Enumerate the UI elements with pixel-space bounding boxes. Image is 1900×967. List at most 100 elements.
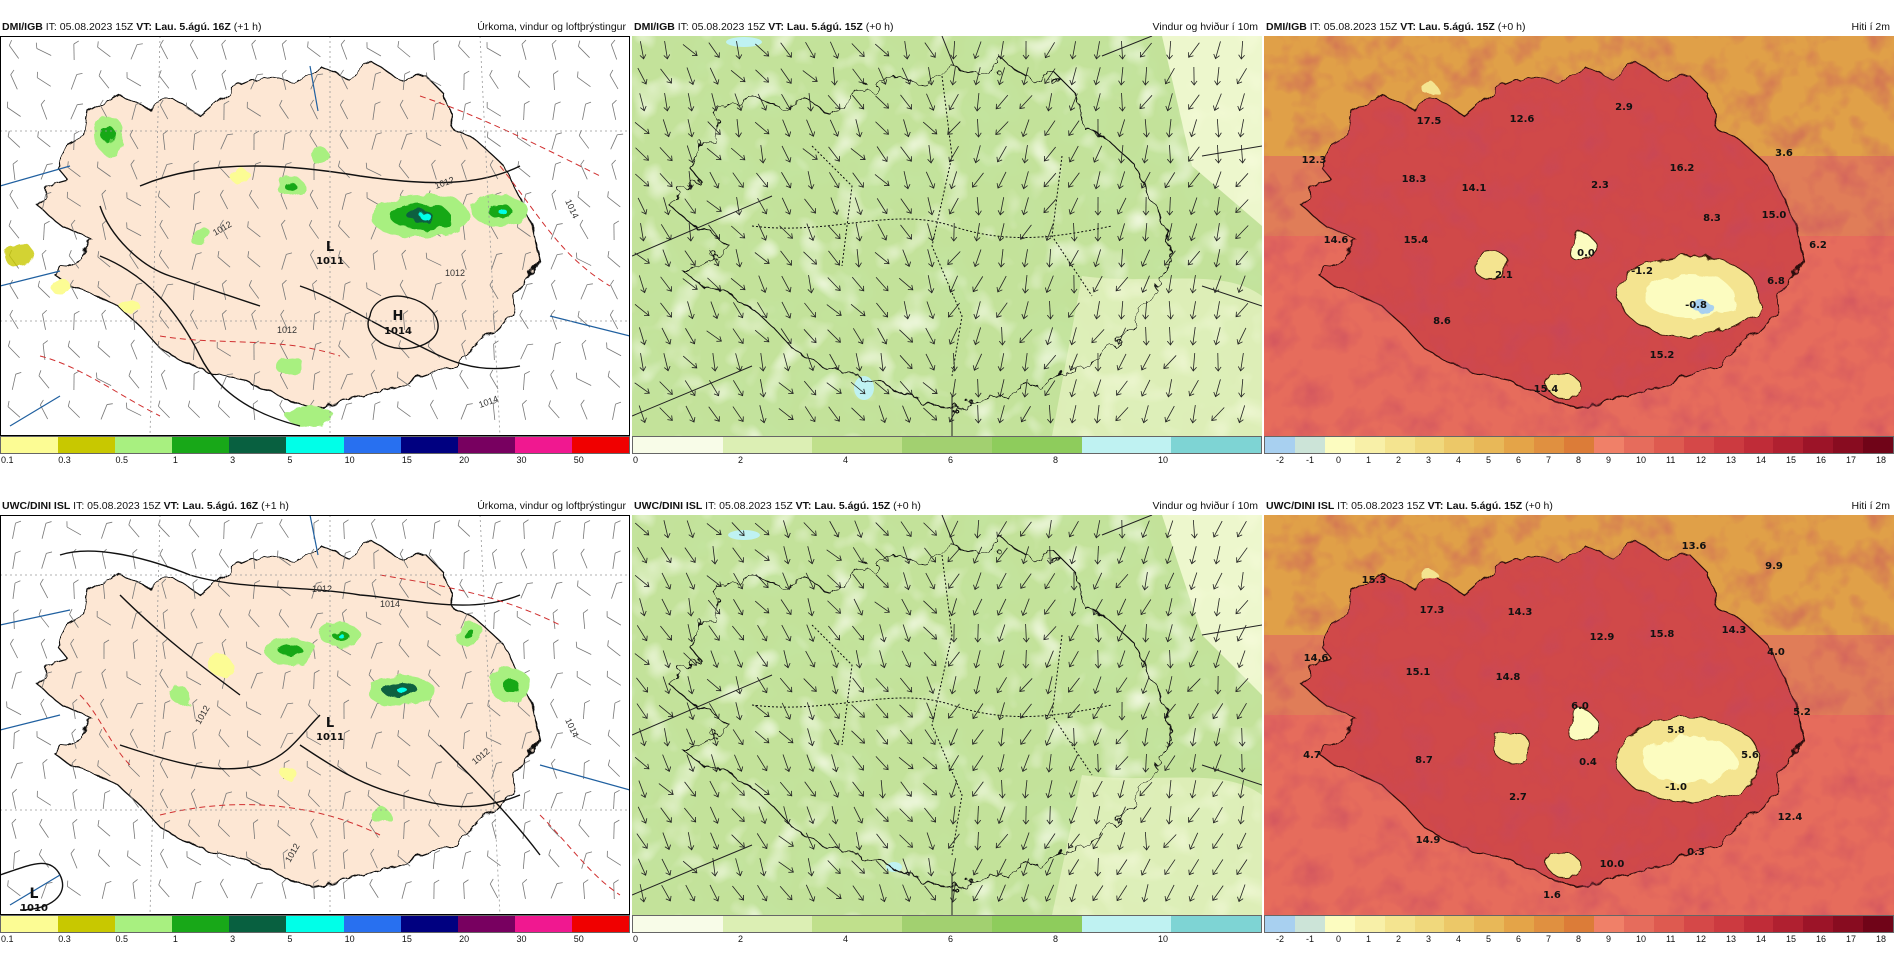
temperature-scale-ticks: -2 -1 0 1 2 3 4 5 6 7 8 9 10 11 12 13 14 15 16 17 18 [1264, 454, 1894, 468]
scale-tick-label: 1 [1366, 455, 1372, 465]
station-temperature: 2.7 [1509, 792, 1527, 803]
region-borders [751, 554, 1113, 856]
scale-tick-label: 20 [459, 455, 470, 465]
scale-tick-label: 10 [1636, 455, 1647, 465]
panel-header: UWC/DINI ISL IT: 05.08.2023 15Z VT: Lau.… [1266, 497, 1890, 515]
station-temperature: 5.8 [1667, 725, 1685, 736]
scale-tick-label: 1 [172, 934, 178, 944]
scale-swatch [722, 437, 813, 453]
scale-tick-label: 1 [172, 455, 178, 465]
scale-tick-label: 0 [633, 934, 639, 944]
scale-tick-label: 9 [1606, 934, 1612, 944]
scale-tick-label: 50 [573, 934, 584, 944]
scale-swatch [1863, 437, 1894, 453]
station-temperature: 12.3 [1302, 155, 1327, 166]
valid-time: VT: Lau. 5.ágú. 16Z [136, 21, 231, 33]
init-time: IT: 05.08.2023 15Z [1337, 500, 1425, 512]
station-temperature: 18.3 [1402, 174, 1427, 185]
scale-tick-label: 5 [287, 934, 293, 944]
temperature-panel: DMI/IGB IT: 05.08.2023 15Z VT: Lau. 5.ág… [1264, 18, 1894, 468]
scale-swatch [400, 916, 458, 932]
scale-swatch [991, 916, 1082, 932]
scale-swatch [1354, 916, 1385, 932]
scale-tick-label: 10 [1636, 934, 1647, 944]
scale-tick-label: 5 [1486, 455, 1492, 465]
station-temperature: 12.9 [1590, 632, 1615, 643]
scale-swatch [1564, 916, 1594, 932]
scale-tick-label: 50 [573, 455, 584, 465]
precipitation-panel: DMI/IGB IT: 05.08.2023 15Z VT: Lau. 5.ág… [0, 18, 630, 468]
scale-swatch [457, 916, 515, 932]
scale-tick-label: 0.3 [58, 934, 71, 944]
panel-header: UWC/DINI ISL IT: 05.08.2023 15Z VT: Lau.… [2, 497, 626, 515]
scale-tick-label: 13 [1726, 934, 1737, 944]
pressure-centers: L 1011 H 1014 [316, 240, 412, 337]
scale-swatch [1653, 437, 1684, 453]
scale-swatch [1593, 916, 1624, 932]
isobar-label: 1014 [380, 599, 400, 609]
temperature-map[interactable]: 17.5 12.6 2.9 12.3 18.3 14.1 2.3 16.2 3.6 8.3 15.0… [1264, 36, 1894, 436]
station-temperature: 6.2 [1809, 240, 1827, 251]
scale-tick-label: 0.3 [58, 455, 71, 465]
precip-cells [170, 623, 530, 823]
parameter-title: Hiti í 2m [1851, 500, 1890, 512]
scale-tick-label: 30 [516, 455, 527, 465]
precipitation-map[interactable]: 1012 1014 1012 1012 1012 1014 L 1011 L 1… [0, 515, 630, 915]
lead-offset: (+0 h) [1525, 500, 1553, 512]
scale-tick-label: 3 [1426, 455, 1432, 465]
pressure-dashes [79, 574, 621, 896]
graticule [0, 515, 630, 915]
scale-swatch [1683, 916, 1714, 932]
scale-tick-label: 3 [230, 934, 236, 944]
valid-time: VT: Lau. 5.ágú. 15Z [1400, 21, 1495, 33]
valid-time: VT: Lau. 5.ágú. 15Z [1427, 500, 1523, 512]
station-temperature: 8.7 [1415, 755, 1433, 766]
scale-swatch [1384, 916, 1415, 932]
scale-swatch [1171, 437, 1262, 453]
pressure-center-value: 1010 [20, 903, 48, 914]
region-borders [751, 75, 1113, 377]
wind-panel: DMI/IGB IT: 05.08.2023 15Z VT: Lau. 5.ág… [632, 18, 1262, 468]
station-temperature: 14.9 [1416, 835, 1441, 846]
scale-swatch [1265, 437, 1295, 453]
station-temperature: 12.4 [1778, 812, 1803, 823]
scale-swatch [1803, 916, 1834, 932]
panel-header: DMI/IGB IT: 05.08.2023 15Z VT: Lau. 5.ág… [2, 18, 626, 36]
precipitation-map[interactable]: 1012 1012 1012 1012 1014 1014 L 1011 H 1… [0, 36, 630, 436]
station-temperature: 2.1 [1495, 270, 1513, 281]
lead-offset: (+0 h) [893, 500, 921, 512]
scale-swatch [229, 437, 287, 453]
scale-swatch [991, 437, 1082, 453]
scale-tick-label: 0.1 [1, 934, 14, 944]
scale-tick-label: 0.1 [1, 455, 14, 465]
parameter-title: Úrkoma, vindur og loftþrýstingur [477, 21, 626, 33]
wind-map[interactable] [632, 515, 1262, 915]
pressure-center-letter: H [393, 309, 404, 324]
station-temperature: 15.1 [1406, 667, 1431, 678]
scale-tick-label: 5 [287, 455, 293, 465]
scale-tick-label: 15 [401, 455, 412, 465]
station-temperature: 14.6 [1304, 653, 1329, 664]
scale-tick-label: 8 [1576, 934, 1582, 944]
precip-color-scale [0, 915, 630, 933]
wind-scale-ticks: 0 2 4 6 8 10 [632, 454, 1262, 468]
model-source: UWC/DINI ISL [2, 500, 71, 512]
model-source: DMI/IGB [2, 21, 43, 33]
wind-panel: UWC/DINI ISL IT: 05.08.2023 15Z VT: Lau.… [632, 497, 1262, 947]
temperature-panel: UWC/DINI ISL IT: 05.08.2023 15Z VT: Lau.… [1264, 497, 1894, 947]
wind-map[interactable] [632, 36, 1262, 436]
scale-tick-label: 13 [1726, 455, 1737, 465]
scale-tick-label: 14 [1756, 934, 1767, 944]
temperature-map[interactable]: 13.6 15.3 9.9 17.3 14.3 12.9 15.8 14.3 14.6 15.1 1… [1264, 515, 1894, 915]
wind-color-scale [632, 915, 1262, 933]
scale-swatch [1384, 437, 1415, 453]
projection-lines [0, 515, 630, 906]
scale-swatch [1773, 437, 1804, 453]
scale-swatch [1171, 916, 1262, 932]
scale-tick-label: 11 [1666, 455, 1676, 465]
model-source: UWC/DINI ISL [1266, 500, 1335, 512]
scale-swatch [1713, 437, 1744, 453]
init-time: IT: 05.08.2023 15Z [705, 500, 793, 512]
panel-header: DMI/IGB IT: 05.08.2023 15Z VT: Lau. 5.ág… [1266, 18, 1890, 36]
station-values: 13.6 15.3 9.9 17.3 14.3 12.9 15.8 14.3 14.6 15.1 1… [1303, 541, 1811, 901]
